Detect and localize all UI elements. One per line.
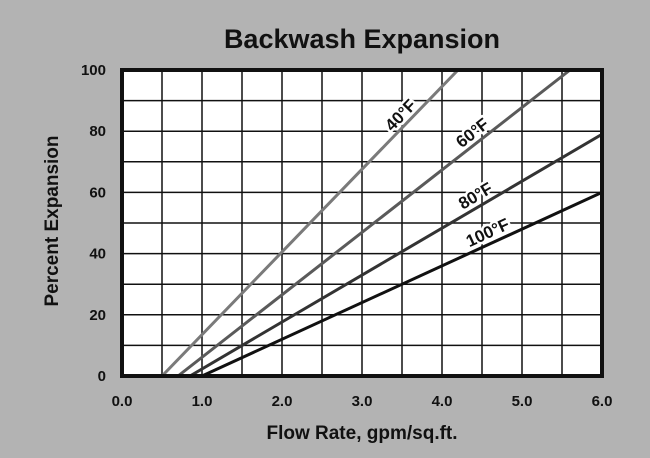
- series-line-2: [177, 70, 571, 376]
- y-tick-label: 100: [81, 62, 106, 79]
- x-tick-label: 2.0: [272, 393, 293, 410]
- plot-border: [120, 68, 604, 378]
- x-tick-label: 6.0: [592, 393, 613, 410]
- series-line-1: [160, 70, 460, 376]
- series-line-4: [201, 191, 602, 376]
- y-axis-label: Percent Expansion: [42, 135, 63, 306]
- y-tick-label: 0: [98, 368, 106, 385]
- x-tick-label: 0.0: [112, 393, 133, 410]
- y-tick-label: 20: [89, 307, 106, 324]
- series-line-3: [189, 132, 602, 376]
- x-axis-label: Flow Rate, gpm/sq.ft.: [266, 423, 457, 444]
- x-tick-label: 1.0: [192, 393, 213, 410]
- x-tick-label: 5.0: [512, 393, 533, 410]
- y-tick-label: 80: [89, 123, 106, 140]
- x-tick-label: 3.0: [352, 393, 373, 410]
- x-tick-label: 4.0: [432, 393, 453, 410]
- chart-title: Backwash Expansion: [224, 24, 500, 54]
- y-tick-label: 60: [89, 184, 106, 201]
- y-tick-label: 40: [89, 246, 106, 263]
